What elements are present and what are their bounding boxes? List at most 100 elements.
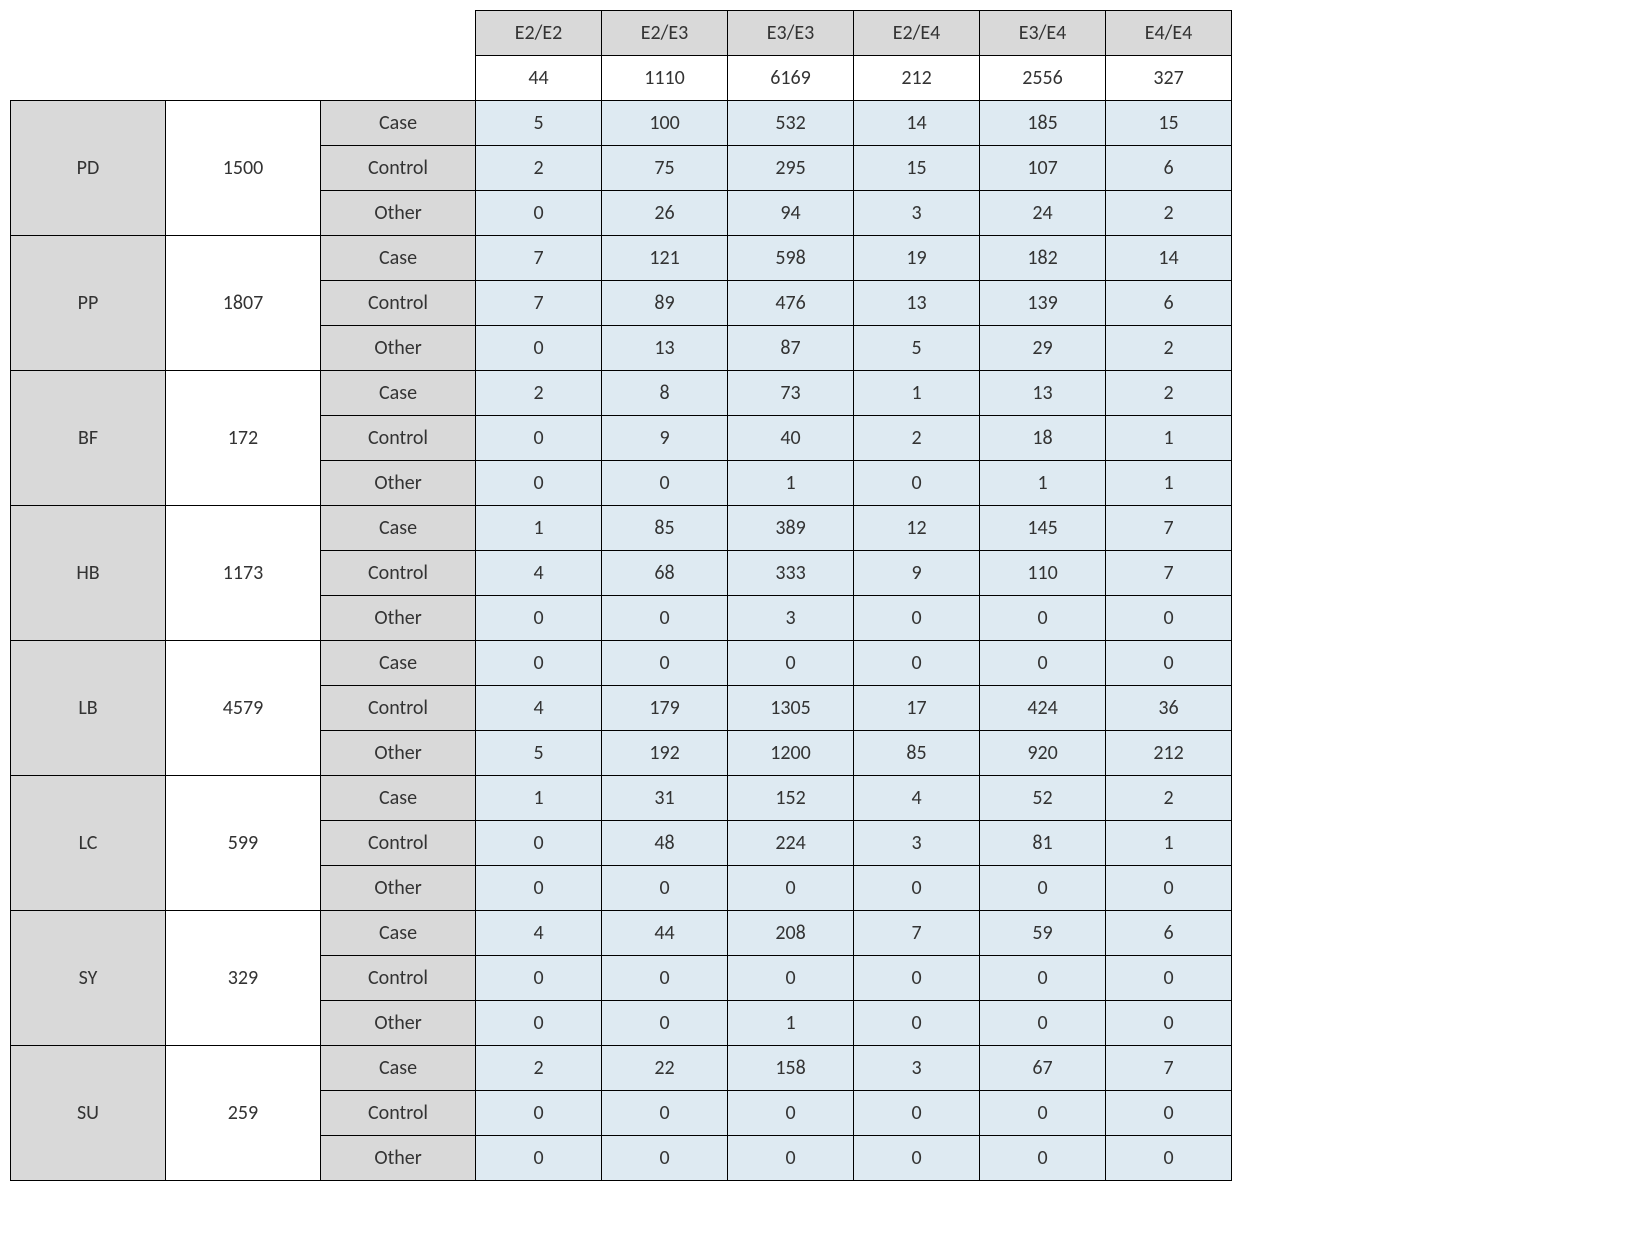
header-row-genotypes: E2/E2 E2/E3 E3/E3 E2/E4 E3/E4 E4/E4 (11, 11, 1232, 56)
col-header: E3/E3 (728, 11, 854, 56)
data-cell: 7 (1106, 1046, 1232, 1091)
subrow-label: Control (321, 551, 476, 596)
data-cell: 0 (980, 1136, 1106, 1181)
data-cell: 0 (476, 641, 602, 686)
data-cell: 158 (728, 1046, 854, 1091)
data-cell: 75 (602, 146, 728, 191)
data-cell: 0 (854, 641, 980, 686)
data-cell: 40 (728, 416, 854, 461)
data-cell: 0 (602, 956, 728, 1001)
data-cell: 1 (1106, 821, 1232, 866)
data-cell: 0 (602, 1136, 728, 1181)
data-cell: 0 (476, 956, 602, 1001)
data-cell: 208 (728, 911, 854, 956)
data-cell: 0 (1106, 1091, 1232, 1136)
data-cell: 192 (602, 731, 728, 776)
data-cell: 0 (476, 1091, 602, 1136)
table-row: BF172Case28731132 (11, 371, 1232, 416)
data-cell: 0 (476, 596, 602, 641)
data-cell: 424 (980, 686, 1106, 731)
data-cell: 0 (854, 956, 980, 1001)
data-cell: 0 (476, 1136, 602, 1181)
group-label: BF (11, 371, 166, 506)
data-cell: 182 (980, 236, 1106, 281)
subrow-label: Other (321, 461, 476, 506)
data-cell: 3 (854, 1046, 980, 1091)
col-total: 1110 (602, 56, 728, 101)
data-cell: 0 (476, 1001, 602, 1046)
group-total: 4579 (166, 641, 321, 776)
data-cell: 3 (854, 191, 980, 236)
data-cell: 3 (728, 596, 854, 641)
data-cell: 7 (476, 281, 602, 326)
data-cell: 179 (602, 686, 728, 731)
data-cell: 0 (1106, 641, 1232, 686)
data-cell: 7 (476, 236, 602, 281)
data-cell: 36 (1106, 686, 1232, 731)
col-total: 212 (854, 56, 980, 101)
subrow-label: Case (321, 101, 476, 146)
data-cell: 5 (476, 731, 602, 776)
data-cell: 107 (980, 146, 1106, 191)
table-row: SU259Case2221583677 (11, 1046, 1232, 1091)
data-cell: 1 (728, 461, 854, 506)
table-row: SY329Case4442087596 (11, 911, 1232, 956)
data-cell: 0 (728, 866, 854, 911)
data-cell: 14 (1106, 236, 1232, 281)
subrow-label: Control (321, 1091, 476, 1136)
table-row: LC599Case1311524522 (11, 776, 1232, 821)
data-cell: 4 (476, 686, 602, 731)
subrow-label: Control (321, 956, 476, 1001)
subrow-label: Control (321, 416, 476, 461)
data-cell: 14 (854, 101, 980, 146)
data-cell: 22 (602, 1046, 728, 1091)
data-cell: 0 (476, 326, 602, 371)
group-label: HB (11, 506, 166, 641)
group-total: 1500 (166, 101, 321, 236)
data-cell: 1200 (728, 731, 854, 776)
col-header: E2/E4 (854, 11, 980, 56)
table-row: PD1500Case51005321418515 (11, 101, 1232, 146)
data-cell: 87 (728, 326, 854, 371)
data-cell: 26 (602, 191, 728, 236)
data-cell: 2 (476, 146, 602, 191)
data-cell: 2 (476, 1046, 602, 1091)
subrow-label: Case (321, 371, 476, 416)
data-cell: 0 (602, 461, 728, 506)
table-row: LB4579Case000000 (11, 641, 1232, 686)
data-cell: 100 (602, 101, 728, 146)
data-cell: 0 (1106, 1136, 1232, 1181)
group-total: 1807 (166, 236, 321, 371)
data-cell: 4 (476, 551, 602, 596)
data-cell: 44 (602, 911, 728, 956)
data-cell: 18 (980, 416, 1106, 461)
data-cell: 1305 (728, 686, 854, 731)
col-header: E2/E2 (476, 11, 602, 56)
subrow-label: Control (321, 146, 476, 191)
data-cell: 0 (980, 641, 1106, 686)
subrow-label: Other (321, 1001, 476, 1046)
data-cell: 2 (1106, 371, 1232, 416)
subrow-label: Case (321, 236, 476, 281)
data-cell: 0 (1106, 1001, 1232, 1046)
group-total: 329 (166, 911, 321, 1046)
data-cell: 85 (854, 731, 980, 776)
group-label: SY (11, 911, 166, 1046)
genotype-table: E2/E2 E2/E3 E3/E3 E2/E4 E3/E4 E4/E4 44 1… (10, 10, 1232, 1181)
data-cell: 15 (1106, 101, 1232, 146)
data-cell: 0 (476, 866, 602, 911)
data-cell: 7 (1106, 551, 1232, 596)
data-cell: 212 (1106, 731, 1232, 776)
group-total: 259 (166, 1046, 321, 1181)
data-cell: 0 (980, 596, 1106, 641)
data-cell: 0 (980, 956, 1106, 1001)
data-cell: 9 (602, 416, 728, 461)
data-cell: 7 (1106, 506, 1232, 551)
table-row: HB1173Case185389121457 (11, 506, 1232, 551)
data-cell: 24 (980, 191, 1106, 236)
subrow-label: Control (321, 281, 476, 326)
subrow-label: Control (321, 821, 476, 866)
subrow-label: Other (321, 866, 476, 911)
data-cell: 185 (980, 101, 1106, 146)
data-cell: 139 (980, 281, 1106, 326)
